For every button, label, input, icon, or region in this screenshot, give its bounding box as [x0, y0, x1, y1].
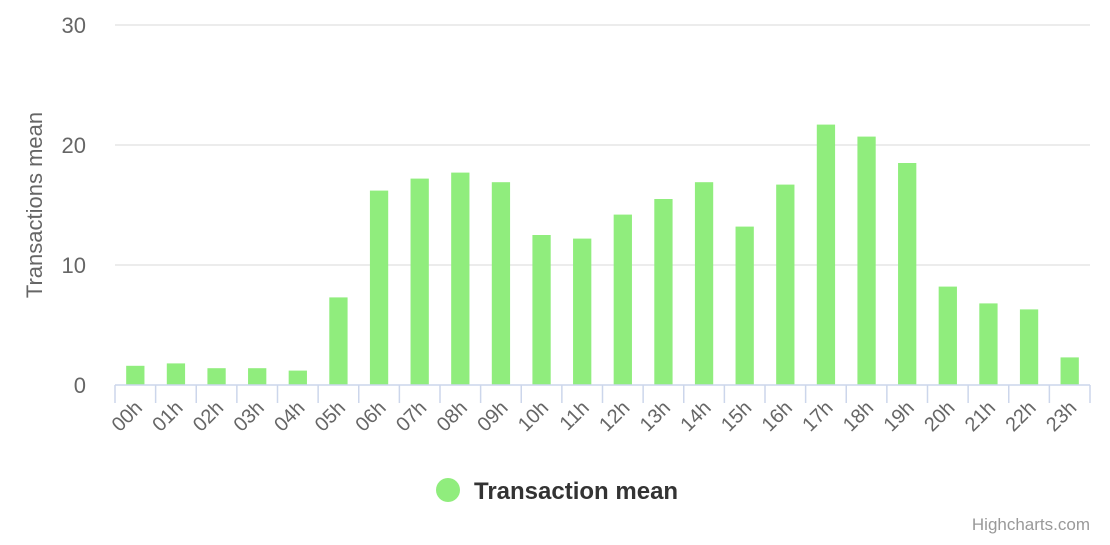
- bar[interactable]: [126, 365, 145, 385]
- legend[interactable]: Transaction mean: [436, 478, 678, 505]
- x-tick-label: 15h: [717, 397, 756, 436]
- x-tick-label: 16h: [758, 397, 797, 436]
- legend-item-label[interactable]: Transaction mean: [474, 478, 678, 505]
- legend-symbol[interactable]: [436, 478, 460, 502]
- x-tick-label: 07h: [392, 397, 431, 436]
- y-tick-label: 0: [74, 373, 86, 398]
- bar[interactable]: [735, 226, 754, 385]
- x-tick-label: 08h: [433, 397, 472, 436]
- y-axis-ticks: 0 10 20 30: [62, 13, 86, 398]
- x-tick-label: 00h: [108, 397, 147, 436]
- bar[interactable]: [532, 235, 551, 385]
- x-tick-label: 18h: [839, 397, 878, 436]
- bar[interactable]: [166, 363, 186, 385]
- bar[interactable]: [857, 136, 876, 385]
- x-tick-label: 12h: [595, 397, 634, 436]
- x-tick-label: 19h: [880, 397, 919, 436]
- x-tick-label: 03h: [230, 397, 269, 436]
- y-tick-label: 10: [62, 253, 86, 278]
- bar[interactable]: [288, 370, 307, 385]
- bar[interactable]: [979, 303, 998, 385]
- bar[interactable]: [1019, 309, 1039, 385]
- x-tick-label: 21h: [961, 397, 1000, 436]
- x-tick-label: 09h: [473, 397, 512, 436]
- x-tick-label: 20h: [920, 397, 959, 436]
- x-tick-label: 06h: [351, 397, 390, 436]
- credits-link[interactable]: Highcharts.com: [972, 515, 1090, 534]
- x-tick-label: 01h: [148, 397, 187, 436]
- bar[interactable]: [573, 238, 592, 385]
- bar[interactable]: [654, 199, 673, 385]
- bar[interactable]: [776, 184, 795, 385]
- bar-series: [126, 124, 1079, 385]
- bar[interactable]: [898, 163, 917, 385]
- bar[interactable]: [1060, 357, 1079, 385]
- bar[interactable]: [491, 182, 511, 385]
- grid-lines: [115, 24, 1090, 266]
- x-tick-label: 05h: [311, 397, 350, 436]
- bar[interactable]: [451, 172, 470, 385]
- x-tick-label: 02h: [189, 397, 228, 436]
- x-tick-label: 17h: [798, 397, 837, 436]
- bar[interactable]: [248, 368, 267, 385]
- x-tick-label: 04h: [270, 397, 309, 436]
- y-tick-label: 20: [62, 133, 86, 158]
- bar[interactable]: [816, 124, 836, 385]
- bar[interactable]: [613, 214, 632, 385]
- bar[interactable]: [207, 368, 226, 385]
- bar[interactable]: [694, 182, 714, 385]
- x-tick-label: 10h: [514, 397, 553, 436]
- x-tick-label: 23h: [1042, 397, 1081, 436]
- x-tick-label: 14h: [676, 397, 715, 436]
- y-tick-label: 30: [62, 13, 86, 38]
- bar[interactable]: [329, 297, 348, 385]
- bar[interactable]: [938, 286, 957, 385]
- y-axis-title: Transactions mean: [22, 112, 47, 298]
- bar[interactable]: [369, 190, 389, 385]
- x-axis: [114, 384, 1091, 403]
- x-axis-ticks: 00h 01h 02h 03h 04h 05h 06h 07h 08h 09h 10h 11h 12h 1…: [108, 397, 1082, 436]
- bar[interactable]: [410, 178, 429, 385]
- x-tick-label: 13h: [636, 397, 675, 436]
- x-tick-label: 22h: [1001, 397, 1040, 436]
